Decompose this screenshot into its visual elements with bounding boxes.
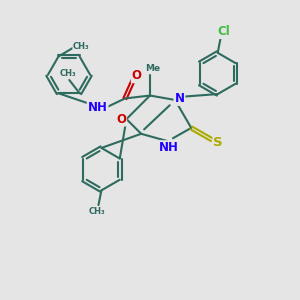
Text: CH₃: CH₃	[89, 207, 105, 216]
Text: S: S	[214, 136, 223, 148]
Text: CH₃: CH₃	[73, 42, 90, 51]
Text: O: O	[132, 69, 142, 82]
Text: NH: NH	[159, 141, 179, 154]
Text: Cl: Cl	[218, 25, 231, 38]
Text: CH₃: CH₃	[59, 69, 76, 78]
Text: Me: Me	[146, 64, 160, 73]
Text: O: O	[116, 112, 126, 126]
Text: NH: NH	[88, 101, 107, 114]
Text: N: N	[174, 92, 184, 105]
